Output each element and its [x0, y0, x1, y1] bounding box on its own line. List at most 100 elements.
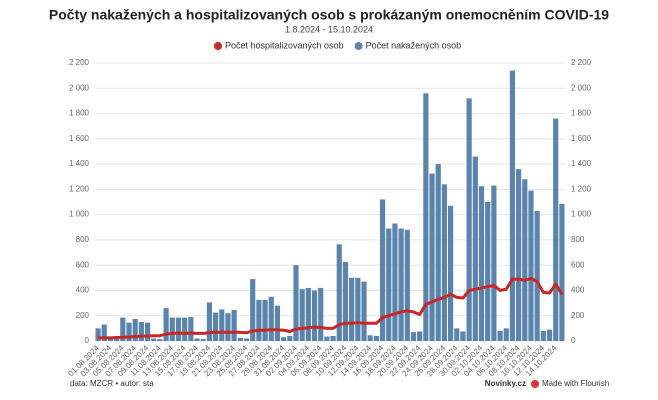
bar: [386, 228, 392, 341]
legend-swatch: [354, 42, 363, 50]
chart-title: Počty nakažených a hospitalizovaných oso…: [49, 7, 609, 23]
bar: [151, 338, 157, 341]
bar: [423, 93, 429, 341]
bar: [157, 339, 163, 341]
bar: [274, 305, 281, 341]
bar: [553, 118, 559, 341]
bar: [485, 202, 491, 341]
y2-tick-label: 2 200: [571, 58, 592, 67]
bar: [404, 229, 410, 341]
bar: [559, 203, 565, 341]
bar: [268, 296, 274, 341]
bar: [305, 287, 311, 341]
bar: [324, 336, 330, 341]
bar: [126, 322, 132, 341]
bar: [349, 277, 355, 341]
y2-tick-label: 200: [571, 311, 585, 320]
bar: [460, 331, 466, 341]
bar: [250, 279, 256, 341]
bar: [392, 223, 398, 341]
bar: [95, 328, 101, 341]
bar: [522, 179, 528, 341]
legend-swatch: [214, 42, 222, 50]
bar: [417, 331, 423, 341]
bar: [231, 310, 237, 341]
bar: [299, 289, 305, 341]
line: [98, 276, 564, 340]
bar: [379, 199, 386, 341]
y-tick-label: 2 000: [69, 83, 90, 92]
bar: [454, 328, 460, 341]
bar: [194, 338, 200, 341]
source: data: MZCR • autor: sta: [70, 379, 154, 388]
legend-label: Počet hospitalizovaných osob: [225, 40, 344, 50]
bar: [144, 322, 151, 341]
credit[interactable]: Made with Flourish: [542, 379, 609, 388]
bar: [528, 190, 534, 341]
bar: [138, 322, 144, 341]
bar: [410, 332, 417, 341]
bar: [120, 317, 126, 341]
y2-tick-label: 0: [571, 336, 576, 345]
y2-tick-label: 2 000: [571, 83, 592, 92]
legend-label: Počet nakažených osob: [366, 40, 462, 50]
chart-subtitle: 1.8.2024 - 15.10.2024: [285, 24, 373, 34]
bar: [509, 70, 516, 341]
y2-tick-label: 400: [571, 286, 585, 295]
bar: [175, 317, 182, 341]
y2-tick-label: 1 000: [571, 210, 592, 219]
bar: [287, 335, 293, 341]
bar: [367, 335, 373, 341]
bar: [225, 313, 231, 341]
y2-tick-label: 1 200: [571, 184, 592, 193]
bar: [435, 164, 441, 341]
bar: [182, 317, 188, 341]
bar: [478, 186, 485, 341]
y2-tick-label: 1 600: [571, 134, 592, 143]
bar: [243, 338, 250, 341]
bar: [491, 185, 497, 341]
bar: [447, 205, 454, 341]
bar: [262, 299, 268, 341]
bar: [206, 302, 213, 341]
bar: [540, 330, 546, 341]
flourish-icon: [531, 380, 539, 388]
bar: [466, 98, 472, 341]
bar: [342, 262, 349, 341]
brand: Novinky.cz: [485, 379, 526, 388]
bar: [361, 281, 367, 341]
bar: [497, 330, 503, 341]
bar: [169, 317, 175, 341]
y-tick-label: 1 600: [69, 134, 90, 143]
bar: [256, 299, 262, 341]
y-tick-label: 1 200: [69, 184, 90, 193]
y-tick-label: 600: [76, 260, 90, 269]
y-tick-label: 0: [85, 336, 90, 345]
y2-tick-label: 1 400: [571, 159, 592, 168]
y2-tick-label: 600: [571, 260, 585, 269]
bar: [534, 210, 540, 341]
bar: [188, 316, 194, 341]
bar: [132, 318, 138, 341]
bar: [237, 337, 243, 341]
bar: [330, 335, 336, 341]
bar: [101, 324, 107, 341]
bar: [441, 184, 448, 341]
bar: [355, 277, 361, 341]
bar: [212, 312, 219, 341]
bar: [336, 244, 342, 341]
bar: [281, 337, 287, 341]
bar: [398, 228, 404, 341]
y2-tick-label: 800: [571, 235, 585, 244]
y-tick-label: 1 800: [69, 109, 90, 118]
y2-tick-label: 1 800: [571, 109, 592, 118]
bar: [311, 290, 318, 341]
bar: [200, 339, 206, 341]
bar: [163, 308, 169, 341]
bar: [318, 287, 324, 341]
bar: [114, 338, 120, 341]
bar: [516, 169, 522, 341]
y-tick-label: 800: [76, 235, 90, 244]
bar: [373, 335, 379, 341]
